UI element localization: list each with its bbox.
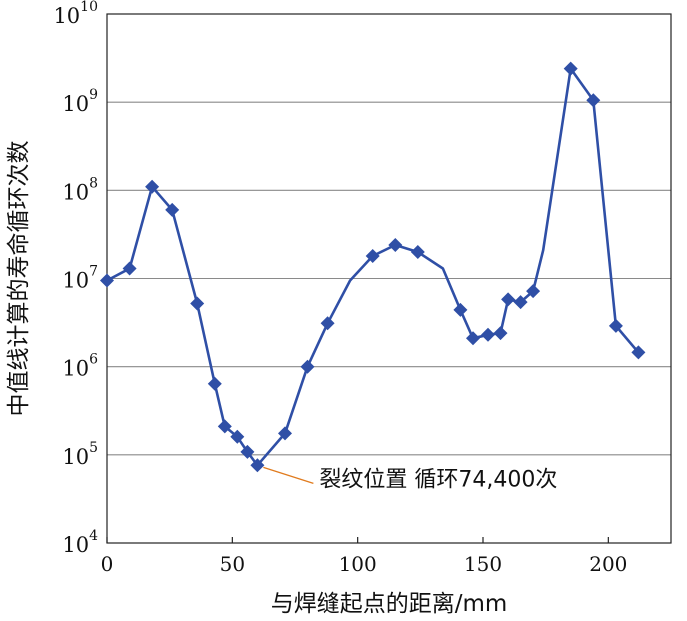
y-axis-title: 中值线计算的寿命循环次数 <box>6 141 32 417</box>
y-tick-label: 108 <box>62 175 98 204</box>
data-point <box>278 426 292 441</box>
data-point <box>207 376 222 391</box>
data-point <box>466 331 480 346</box>
x-axis-title: 与焊缝起点的距离/mm <box>271 591 508 617</box>
y-tick-label: 1010 <box>53 0 98 28</box>
data-markers <box>100 61 646 473</box>
data-point <box>563 61 578 76</box>
data-point <box>320 316 335 331</box>
data-point <box>410 245 425 259</box>
data-point <box>493 326 508 341</box>
data-point <box>145 179 160 194</box>
data-point <box>250 458 265 473</box>
x-ticks <box>106 537 609 543</box>
data-point <box>365 249 380 263</box>
y-tick-label: 105 <box>62 440 98 469</box>
data-point <box>608 318 623 333</box>
x-tick-label: 50 <box>220 552 245 576</box>
data-point <box>122 261 137 276</box>
x-tick-label: 150 <box>464 552 502 576</box>
annotation-text: 裂纹位置 循环74,400次 <box>319 467 557 492</box>
annotation-leader-line <box>263 466 314 484</box>
grid-lines <box>107 101 671 456</box>
data-point <box>300 359 315 374</box>
data-point <box>631 345 646 360</box>
data-point <box>513 295 528 310</box>
y-tick-label: 106 <box>62 352 98 381</box>
data-point <box>586 93 601 108</box>
series-line <box>106 67 640 467</box>
data-point <box>190 296 205 311</box>
data-point <box>388 238 403 252</box>
x-tick-label: 100 <box>339 552 377 576</box>
annotation: 裂纹位置 循环74,400次 <box>263 466 557 492</box>
y-tick-labels: 104 105 106 107 108 109 1010 <box>53 0 98 557</box>
y-tick-label: 107 <box>62 264 98 293</box>
y-tick-label: 109 <box>62 87 98 116</box>
data-point <box>526 284 541 299</box>
x-tick-label: 200 <box>589 552 627 576</box>
x-tick-labels: 0 50 100 150 200 <box>101 552 628 576</box>
data-point <box>501 292 516 307</box>
y-tick-label: 104 <box>62 528 98 557</box>
data-point <box>230 429 245 444</box>
data-point <box>453 302 468 317</box>
x-tick-label: 0 <box>101 552 114 576</box>
data-point <box>100 273 114 288</box>
data-point <box>165 202 180 217</box>
data-point <box>217 419 232 434</box>
data-point <box>481 327 495 342</box>
data-point <box>240 444 255 459</box>
